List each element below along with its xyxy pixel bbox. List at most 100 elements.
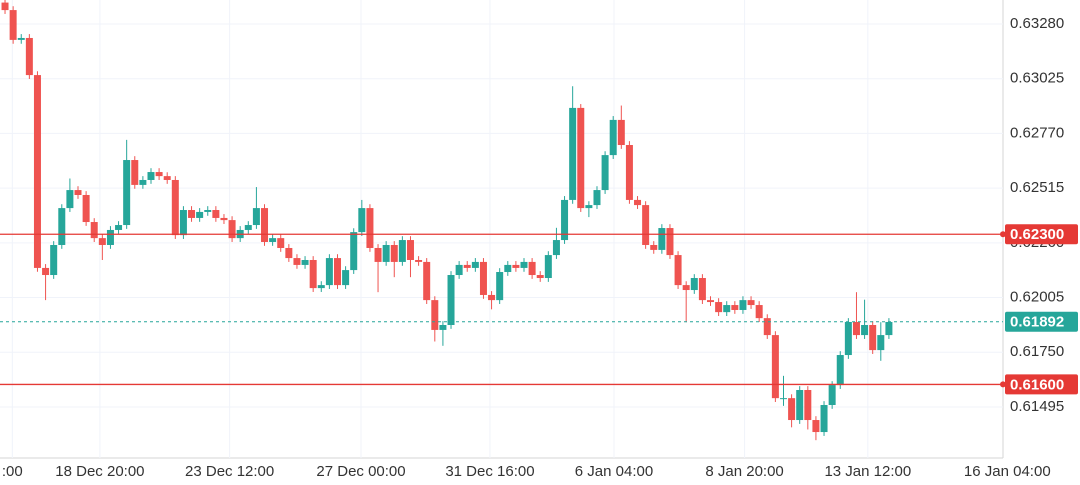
price-label-box <box>1005 311 1078 332</box>
x-tick-label: 18 Dec 20:00 <box>55 463 144 480</box>
candle-body <box>674 255 682 286</box>
candle-body <box>723 305 731 313</box>
x-tick-label: 23 Dec 12:00 <box>185 463 274 480</box>
candle-body <box>796 389 804 421</box>
candle-body <box>739 300 747 310</box>
candle-body <box>342 270 350 286</box>
y-tick-label: 0.61495 <box>1010 398 1064 415</box>
candle-body <box>74 190 82 195</box>
candle-body <box>861 324 869 336</box>
candle-body <box>650 244 658 250</box>
candle-body <box>415 259 423 262</box>
candle-body <box>220 217 228 221</box>
candle-body <box>374 247 382 262</box>
candle-body <box>301 259 309 265</box>
candle-body <box>707 300 715 303</box>
candle-body <box>163 176 171 180</box>
candle-body <box>390 244 398 262</box>
candle-body <box>479 261 487 295</box>
candle-body <box>617 119 625 146</box>
candle-body <box>66 190 74 209</box>
candle-body <box>82 194 90 223</box>
candle-body <box>593 190 601 206</box>
candle-body <box>528 261 536 276</box>
candle-body <box>228 220 236 239</box>
y-tick-label: 0.63280 <box>1010 15 1064 32</box>
candle-body <box>755 305 763 319</box>
candle-body <box>666 228 674 256</box>
candle-body <box>812 420 820 433</box>
candle-body <box>42 267 50 276</box>
candle-body <box>325 258 333 286</box>
candle-body <box>25 37 33 76</box>
x-tick-label: 16 Jan 04:00 <box>964 463 1051 480</box>
y-tick-label: 0.62770 <box>1010 124 1064 141</box>
candle-body <box>33 75 41 268</box>
x-tick-label: 31 Dec 16:00 <box>445 463 534 480</box>
candle-body <box>252 208 260 226</box>
price-label-box <box>1005 374 1078 395</box>
candle-body <box>877 335 885 351</box>
candle-body <box>836 355 844 386</box>
candle-body <box>98 238 106 245</box>
candle-body <box>844 321 852 356</box>
candle-body <box>317 285 325 289</box>
candle-body <box>504 264 512 273</box>
candle-body <box>269 238 277 242</box>
price-label: 0.62300 <box>1010 226 1064 243</box>
candle-body <box>763 318 771 336</box>
x-tick-label: 8 Jan 20:00 <box>705 463 783 480</box>
candle-body <box>406 240 414 260</box>
candle-body <box>155 172 163 177</box>
candle-body <box>139 179 147 185</box>
candle-body <box>196 211 204 218</box>
candle-body <box>779 398 787 400</box>
candle-body <box>398 240 406 262</box>
candle-body <box>277 238 285 248</box>
candle-body <box>682 285 690 291</box>
candle-body <box>309 259 317 289</box>
candle-body <box>261 208 269 242</box>
candle-body <box>439 324 447 330</box>
y-tick-label: 0.62005 <box>1010 289 1064 306</box>
candle-body <box>447 275 455 325</box>
price-line-marker <box>1000 381 1006 388</box>
price-line-marker <box>1000 231 1006 238</box>
candle-body <box>9 10 17 40</box>
x-tick-label: 13 Jan 12:00 <box>824 463 911 480</box>
candle-body <box>852 321 860 336</box>
candle-body <box>544 255 552 279</box>
candle-body <box>350 232 358 271</box>
candle-body <box>828 385 836 406</box>
candle-body <box>788 398 796 421</box>
candle-body <box>552 240 560 256</box>
candle-body <box>885 321 893 336</box>
candle-body <box>715 302 723 313</box>
price-label-box <box>1005 224 1078 245</box>
candle-body <box>455 264 463 276</box>
x-tick-label: :00 <box>2 463 23 480</box>
candle-body <box>536 275 544 279</box>
x-tick-label: 27 Dec 00:00 <box>316 463 405 480</box>
candle-body <box>90 222 98 239</box>
candle-body <box>188 210 196 218</box>
y-tick-label: 0.63025 <box>1010 70 1064 87</box>
candle-body <box>496 272 504 301</box>
candle-body <box>147 172 155 180</box>
candle-body <box>698 278 706 301</box>
candle-body <box>17 37 25 40</box>
candle-body <box>1 2 9 11</box>
candle-body <box>771 335 779 399</box>
candle-body <box>106 229 114 245</box>
candle-body <box>293 258 301 265</box>
candle-body <box>171 179 179 236</box>
x-tick-label: 6 Jan 04:00 <box>575 463 653 480</box>
candle-body <box>747 300 755 306</box>
candle-body <box>131 160 139 185</box>
candle-body <box>569 107 577 200</box>
candle-body <box>601 155 609 191</box>
candle-body <box>471 261 479 268</box>
candle-body <box>820 405 828 433</box>
